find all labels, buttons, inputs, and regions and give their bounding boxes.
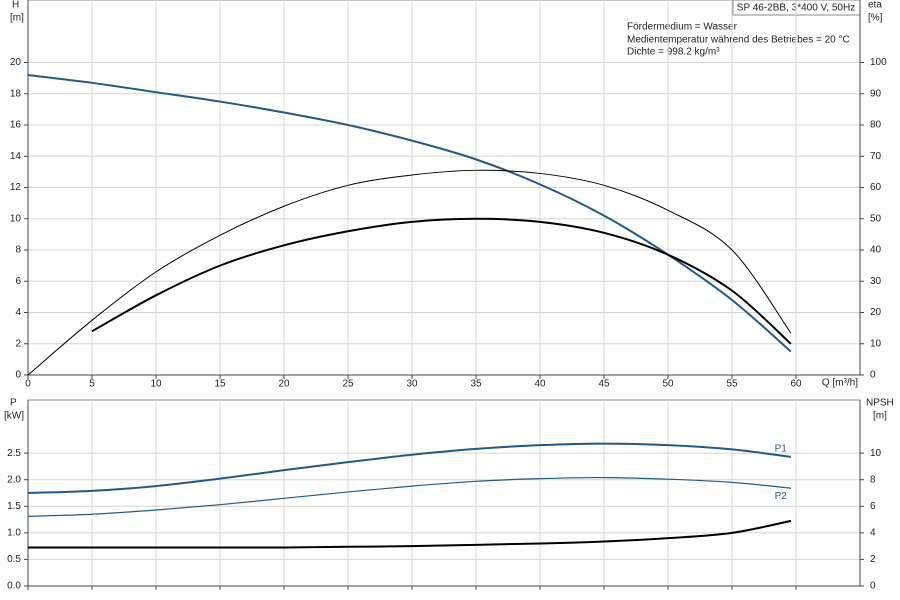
x-tick-label: 60 (790, 379, 802, 390)
y-axis-label: H (12, 0, 19, 11)
annotation: Dichte = 998.2 kg/m³ (627, 47, 720, 58)
series-line (91, 217, 792, 345)
x-tick-label: 50 (662, 379, 674, 390)
y2-tick-label: 40 (870, 245, 882, 256)
x-tick-label: 15 (214, 379, 226, 390)
y-axis-label: P (10, 398, 17, 409)
x-tick-label: 55 (726, 379, 738, 390)
series-label: P1 (775, 444, 788, 455)
y-tick-label: 0 (15, 370, 21, 381)
x-axis-label: Q [m³/h] (822, 378, 858, 389)
series-label: P2 (775, 491, 788, 502)
y-tick-label: 2.0 (7, 474, 21, 485)
y-tick-label: 20 (10, 57, 22, 68)
y-tick-label: 14 (10, 151, 22, 162)
y2-tick-label: 50 (870, 213, 882, 224)
x-tick-label: 0 (25, 379, 31, 390)
y-tick-label: 2 (15, 338, 21, 349)
y-tick-label: 1.0 (7, 527, 21, 538)
series-line (27, 442, 792, 494)
y-axis-unit: [m] (10, 13, 24, 24)
y2-tick-label: 90 (870, 88, 882, 99)
y-tick-label: 8 (15, 245, 21, 256)
y-tick-label: 12 (10, 182, 22, 193)
series-line (27, 519, 792, 549)
series-line (27, 169, 792, 376)
y2-axis-unit: [%] (868, 13, 883, 24)
y-tick-label: 0.5 (7, 554, 21, 565)
y2-axis-unit: [m] (873, 411, 887, 422)
y2-tick-label: 60 (870, 182, 882, 193)
y2-axis-label: NPSH (866, 398, 894, 409)
y2-tick-label: 2 (870, 554, 876, 565)
y2-tick-label: 4 (870, 527, 876, 538)
y2-tick-label: 100 (870, 57, 887, 68)
series-line (27, 74, 792, 353)
y2-tick-label: 6 (870, 501, 876, 512)
y-tick-label: 2.5 (7, 448, 21, 459)
y2-tick-label: 10 (870, 448, 882, 459)
x-tick-label: 35 (470, 379, 482, 390)
y2-tick-label: 20 (870, 307, 882, 318)
y2-tick-label: 80 (870, 120, 882, 131)
x-tick-label: 25 (342, 379, 354, 390)
y2-tick-label: 0 (870, 370, 876, 381)
y-tick-label: 6 (15, 276, 21, 287)
y-tick-label: 10 (10, 213, 22, 224)
x-tick-label: 30 (406, 379, 418, 390)
y-tick-label: 18 (10, 88, 22, 99)
y2-axis-label: eta (868, 0, 882, 11)
series-line (27, 476, 791, 517)
annotation: Medientemperatur während des Betriebes =… (627, 35, 850, 46)
y-tick-label: 0.0 (7, 581, 21, 592)
y-tick-label: 1.5 (7, 501, 21, 512)
y2-tick-label: 10 (870, 338, 882, 349)
plot-frame (27, 399, 861, 587)
y-axis-unit: [kW] (4, 411, 24, 422)
annotation: Fördermedium = Wasser (627, 22, 738, 33)
y2-tick-label: 8 (870, 474, 876, 485)
y2-tick-label: 70 (870, 151, 882, 162)
x-tick-label: 40 (534, 379, 546, 390)
x-tick-label: 5 (89, 379, 95, 390)
x-tick-label: 45 (598, 379, 610, 390)
x-tick-label: 10 (150, 379, 162, 390)
y-tick-label: 16 (10, 120, 22, 131)
y2-tick-label: 30 (870, 276, 882, 287)
y-tick-label: 4 (15, 307, 21, 318)
x-tick-label: 20 (278, 379, 290, 390)
y2-tick-label: 0 (870, 581, 876, 592)
